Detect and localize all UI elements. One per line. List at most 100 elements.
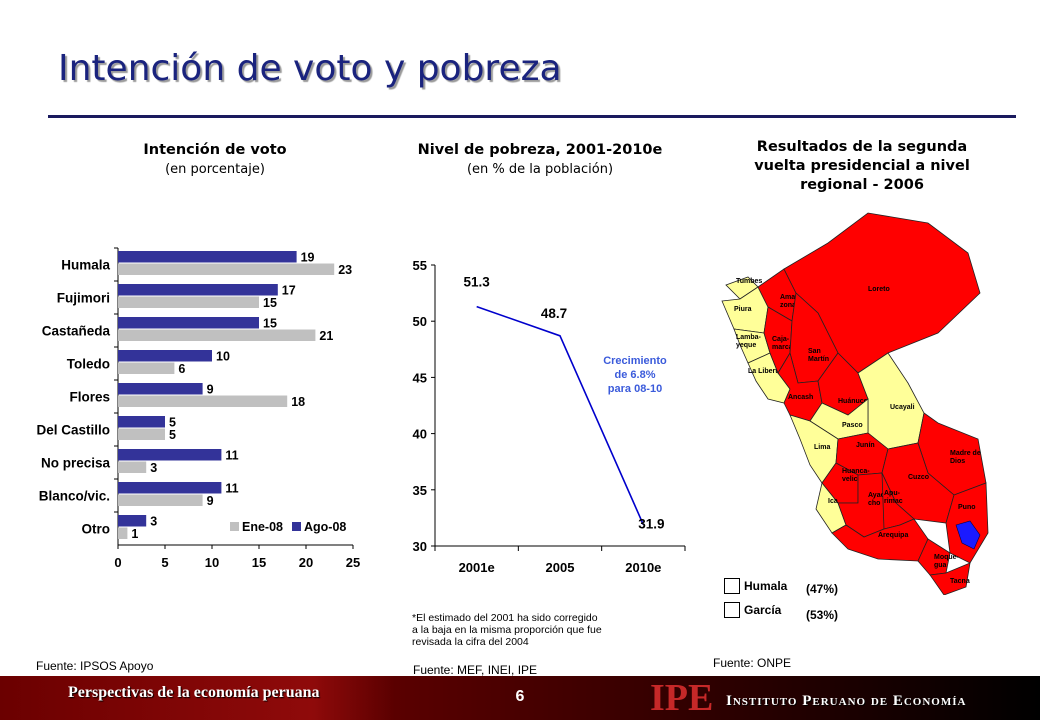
region-label-lamba-yeque: Lamba-yeque [736,334,762,349]
bar-ago-08 [118,251,297,263]
growth-annotation: para 08-10 [608,383,662,395]
poverty-footnote: *El estimado del 2001 ha sido corregido … [412,612,672,648]
legend-label-garcia: García [744,603,782,617]
poverty-chart-subheading: (en % de la población) [466,162,614,177]
x-tick-label: 2001e [459,560,495,575]
region-label-loreto: Loreto [868,286,890,293]
region-label-moque-gua: Moque-gua [934,554,960,569]
legend-label: Ene-08 [242,520,283,534]
y-tick-label: 55 [413,258,427,273]
region-label-arequipa: Arequipa [878,532,908,539]
footer-bar [0,676,1040,720]
bar-ene-08 [118,296,259,308]
region-label-puno: Puno [958,504,976,511]
bar-value-label: 23 [338,263,352,277]
bar-value-label: 15 [263,317,277,331]
growth-annotation: de 6.8% [615,369,656,381]
page-title: Intención de voto y pobreza [58,48,562,89]
region-label-ama-zonas: Ama-zonas [780,294,800,309]
ipe-logo: IPE [650,677,714,719]
bar-ene-08 [118,527,128,539]
data-label: 51.3 [464,275,491,290]
legend-label: Ago-08 [304,520,346,534]
bar-value-label: 3 [150,515,157,529]
map-source: Fuente: ONPE [713,656,792,670]
bar-value-label: 5 [169,416,176,430]
region-label-apu-rimac: Apu-rimac [884,490,903,505]
bar-value-label: 17 [282,284,296,298]
page-number: 6 [515,688,525,705]
region-label-lima: Lima [814,444,830,451]
bar-ago-08 [118,449,222,461]
bar-ene-08 [118,329,316,341]
category-label: Fujimori [57,291,110,306]
footnote-line-3: revisada la cifra del 2004 [412,636,529,648]
title-divider [48,115,1016,118]
bar-value-label: 11 [225,482,238,496]
y-tick-label: 35 [413,483,427,498]
region-label-la-libertad: La Libertad [748,368,786,375]
x-tick-label: 25 [346,555,360,570]
legend-swatch-humala [724,578,740,594]
poverty-chart-heading: Nivel de pobreza, 2001-2010e [417,142,663,158]
x-tick-label: 15 [252,555,266,570]
bar-ene-08 [118,395,288,407]
region-tacna [929,562,971,595]
region-label-san-mart-n: San Martín [808,348,829,363]
x-tick-label: 10 [205,555,219,570]
poverty-chart-header: Nivel de pobreza, 2001-2010e (en % de la… [380,141,700,179]
x-tick-label: 2010e [625,560,661,575]
category-label: Castañeda [42,324,111,339]
poverty-source: Fuente: MEF, INEI, IPE [413,663,538,677]
region-label-ucayali: Ucayali [890,404,915,411]
region-label-tacna: Tacna [950,578,970,585]
region-arequipa [831,518,929,562]
bar-ene-08 [118,428,165,440]
region-label-ica: Ica [828,498,838,505]
vote-chart-subheading: (en porcentaje) [165,162,265,177]
legend-pct-humala: (47%) [806,582,839,596]
y-tick-label: 30 [413,539,427,554]
category-label: Otro [82,522,111,537]
map-heading-line-1: Resultados de la segunda [756,139,968,155]
category-label: Toledo [67,357,110,372]
vote-source: Fuente: IPSOS Apoyo [36,659,154,673]
institute-name: Instituto Peruano de Economía [726,693,967,709]
bar-value-label: 9 [207,494,214,508]
bar-value-label: 11 [225,449,238,463]
bar-value-label: 6 [178,362,185,376]
legend-label-humala: Humala [744,579,788,593]
bar-ene-08 [118,494,203,506]
bar-ago-08 [118,317,259,329]
bar-value-label: 18 [291,395,305,409]
footnote-line-2: a la baja en la misma proporción que fue [412,624,602,636]
footnote-line-1: *El estimado del 2001 ha sido corregido [412,612,598,624]
legend-swatch [230,522,239,531]
peru-regional-map: Tumbes Piura Lamba-yeque La Libertad Ama-zon… [718,203,998,595]
x-tick-label: 0 [114,555,121,570]
bar-value-label: 9 [207,383,214,397]
x-tick-label: 20 [299,555,313,570]
legend-swatch-garcia [724,602,740,618]
data-label: 48.7 [541,306,567,321]
data-label: 31.9 [638,517,664,532]
poverty-line [476,305,645,525]
bar-value-label: 1 [131,527,138,541]
y-tick-label: 50 [413,314,427,329]
bar-ene-08 [118,263,335,275]
growth-annotation: Crecimiento [603,355,667,367]
x-tick-label: 5 [161,555,168,570]
region-label-cuzco: Cuzco [908,474,929,481]
category-label: No precisa [41,456,111,471]
vote-chart-header: Intención de voto (en porcentaje) [110,141,320,179]
vote-chart-heading: Intención de voto [143,142,287,158]
map-heading-line-2: vuelta presidencial a nivel [754,158,970,174]
bar-value-label: 19 [301,251,315,265]
map-header: Resultados de la segunda vuelta presiden… [712,138,1012,195]
region-label-hu-nuco: Huánuco [838,398,868,405]
poverty-level-chart: 30 35 40 45 50 55 2001e 2005 2010e 51.3 48.7 31.9 Cr… [413,258,686,575]
footer-caption: Perspectivas de la economía peruana [68,684,320,701]
category-label: Del Castillo [36,423,110,438]
region-label-tumbes: Tumbes [736,278,762,285]
legend-swatch [292,522,301,531]
